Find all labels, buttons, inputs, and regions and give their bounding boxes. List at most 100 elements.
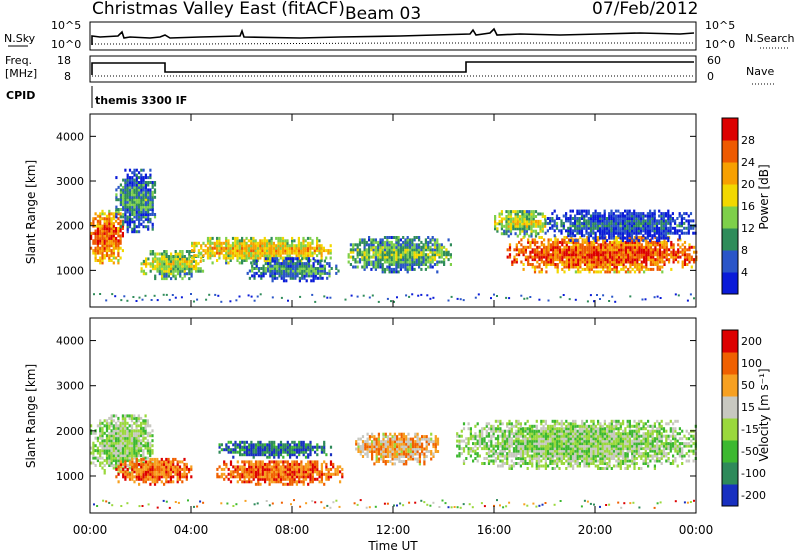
- data-cell: [122, 208, 125, 211]
- data-cell: [147, 198, 150, 202]
- data-cell: [234, 445, 237, 449]
- data-cell: [536, 260, 539, 264]
- data-cell: [279, 241, 282, 245]
- data-cell: [227, 244, 230, 248]
- data-cell: [397, 255, 400, 259]
- data-cell: [183, 274, 186, 278]
- data-cell: [171, 294, 174, 296]
- data-cell: [574, 258, 577, 262]
- data-cell: [140, 210, 143, 214]
- data-cell: [653, 226, 656, 230]
- data-cell: [276, 267, 279, 270]
- data-cell: [270, 470, 273, 474]
- data-cell: [135, 477, 138, 481]
- data-cell: [110, 444, 113, 448]
- data-cell: [377, 258, 380, 262]
- data-cell: [676, 229, 679, 233]
- data-cell: [161, 272, 164, 276]
- data-cell: [135, 195, 138, 199]
- data-cell: [291, 241, 294, 245]
- data-cell: [183, 257, 186, 261]
- data-cell: [291, 472, 294, 476]
- data-cell: [163, 267, 166, 271]
- data-cell: [373, 450, 376, 453]
- data-cell: [326, 296, 329, 299]
- data-cell: [654, 248, 657, 252]
- data-cell: [511, 260, 514, 264]
- data-cell: [552, 245, 555, 249]
- data-cell: [303, 267, 306, 270]
- data-cell: [652, 248, 655, 252]
- data-cell: [656, 255, 659, 259]
- data-cell: [681, 248, 684, 252]
- data-cell: [432, 296, 435, 299]
- data-cell: [163, 252, 166, 256]
- data-cell: [656, 250, 659, 254]
- data-cell: [320, 448, 323, 452]
- data-cell: [204, 251, 207, 255]
- data-cell: [431, 265, 434, 269]
- data-cell: [195, 254, 198, 258]
- data-cell: [144, 203, 147, 207]
- data-cell: [295, 460, 298, 464]
- data-cell: [368, 248, 371, 252]
- data-cell: [529, 255, 532, 259]
- data-cell: [612, 234, 615, 238]
- data-cell: [302, 470, 305, 474]
- data-cell: [273, 264, 276, 268]
- data-cell: [174, 262, 177, 266]
- data-cell: [649, 267, 652, 271]
- data-cell: [174, 277, 177, 281]
- data-cell: [664, 236, 668, 240]
- data-cell: [424, 238, 427, 242]
- data-cell: [151, 449, 154, 453]
- data-cell: [386, 260, 389, 264]
- data-cell: [580, 217, 584, 220]
- data-cell: [275, 236, 278, 240]
- data-cell: [122, 213, 125, 216]
- data-cell: [156, 257, 159, 261]
- data-cell: [94, 256, 97, 260]
- data-cell: [545, 270, 548, 274]
- data-cell: [355, 440, 358, 444]
- data-cell: [117, 444, 120, 448]
- data-cell: [579, 248, 582, 252]
- data-cell: [312, 262, 315, 266]
- data-cell: [248, 443, 251, 447]
- data-cell: [671, 212, 674, 216]
- data-cell: [583, 253, 587, 257]
- data-cell: [284, 482, 287, 486]
- data-cell: [352, 255, 355, 259]
- data-cell: [250, 465, 253, 469]
- data-cell: [537, 219, 540, 223]
- data-cell: [677, 250, 680, 254]
- data-cell: [588, 245, 591, 249]
- data-cell: [606, 250, 609, 254]
- data-cell: [662, 212, 665, 216]
- data-cell: [138, 171, 141, 175]
- data-cell: [117, 231, 120, 235]
- data-cell: [622, 248, 625, 252]
- data-cell: [126, 456, 129, 460]
- data-cell: [147, 465, 150, 469]
- data-cell: [595, 248, 598, 252]
- data-cell: [689, 212, 693, 216]
- data-cell: [628, 226, 631, 230]
- data-cell: [386, 297, 389, 300]
- data-cell: [530, 217, 533, 221]
- data-cell: [531, 258, 534, 262]
- data-cell: [608, 267, 612, 271]
- data-cell: [654, 243, 657, 247]
- data-cell: [284, 467, 287, 471]
- data-cell: [126, 183, 129, 187]
- data-cell: [595, 270, 598, 274]
- data-cell: [110, 436, 113, 440]
- data-cell: [633, 243, 637, 247]
- data-cell: [415, 245, 418, 249]
- data-cell: [163, 460, 166, 464]
- data-cell: [234, 249, 237, 253]
- data-cell: [297, 241, 300, 245]
- data-cell: [151, 259, 155, 263]
- data-cell: [658, 226, 661, 230]
- data-cell: [544, 221, 547, 225]
